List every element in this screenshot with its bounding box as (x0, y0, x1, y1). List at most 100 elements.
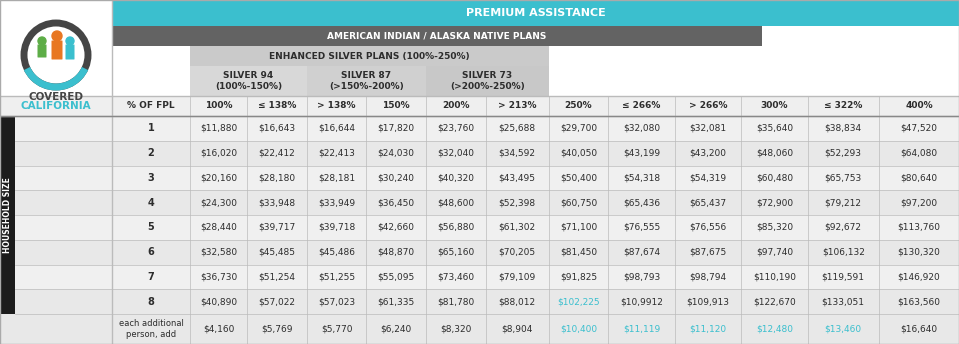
Text: $130,320: $130,320 (898, 248, 941, 257)
Text: $40,320: $40,320 (437, 173, 475, 182)
Text: > 213%: > 213% (498, 101, 536, 110)
Text: $24,300: $24,300 (200, 198, 237, 207)
Text: > 266%: > 266% (689, 101, 727, 110)
Text: $32,080: $32,080 (623, 124, 660, 133)
Text: $87,675: $87,675 (690, 248, 727, 257)
Text: 5: 5 (148, 222, 154, 233)
Text: $29,700: $29,700 (560, 124, 597, 133)
Text: $47,520: $47,520 (901, 124, 937, 133)
Text: $72,900: $72,900 (756, 198, 793, 207)
Text: $60,480: $60,480 (756, 173, 793, 182)
Text: $36,730: $36,730 (200, 272, 237, 281)
Text: $28,181: $28,181 (318, 173, 355, 182)
Text: $91,825: $91,825 (560, 272, 597, 281)
Circle shape (52, 31, 62, 41)
Text: $16,644: $16,644 (318, 124, 355, 133)
Text: > 138%: > 138% (317, 101, 356, 110)
Text: $87,674: $87,674 (623, 248, 660, 257)
Text: SILVER 73
(>200%-250%): SILVER 73 (>200%-250%) (450, 71, 525, 91)
Text: $85,320: $85,320 (756, 223, 793, 232)
Text: $20,160: $20,160 (200, 173, 237, 182)
Text: $64,080: $64,080 (901, 149, 938, 158)
Text: AMERICAN INDIAN / ALASKA NATIVE PLANS: AMERICAN INDIAN / ALASKA NATIVE PLANS (327, 32, 547, 41)
Text: $42,660: $42,660 (378, 223, 414, 232)
Text: $97,200: $97,200 (901, 198, 938, 207)
Text: $43,495: $43,495 (499, 173, 536, 182)
Text: $110,190: $110,190 (753, 272, 796, 281)
Bar (15, 240, 959, 265)
Text: $32,081: $32,081 (690, 124, 727, 133)
Text: $57,022: $57,022 (259, 297, 295, 306)
Text: $65,160: $65,160 (437, 248, 475, 257)
Text: $122,670: $122,670 (753, 297, 796, 306)
Text: $6,240: $6,240 (381, 324, 411, 333)
Text: 3: 3 (148, 173, 154, 183)
Bar (0, 0, 112, 344)
Text: 100%: 100% (205, 101, 232, 110)
Text: $61,335: $61,335 (378, 297, 415, 306)
Bar (190, 66, 307, 96)
Text: COVERED: COVERED (29, 92, 83, 102)
Circle shape (66, 37, 74, 45)
Bar (15, 141, 959, 165)
Bar (15, 165, 959, 190)
Text: $106,132: $106,132 (822, 248, 865, 257)
Text: $22,413: $22,413 (318, 149, 355, 158)
Text: $163,560: $163,560 (898, 297, 941, 306)
Text: $48,060: $48,060 (756, 149, 793, 158)
Text: 250%: 250% (565, 101, 593, 110)
Text: 200%: 200% (442, 101, 470, 110)
Text: $8,904: $8,904 (502, 324, 533, 333)
Text: $98,794: $98,794 (690, 272, 727, 281)
Text: 400%: 400% (905, 101, 933, 110)
Text: $10,9912: $10,9912 (620, 297, 663, 306)
Text: $24,030: $24,030 (378, 149, 414, 158)
Text: $48,600: $48,600 (437, 198, 475, 207)
Text: $76,555: $76,555 (623, 223, 660, 232)
Text: $65,437: $65,437 (690, 198, 727, 207)
Text: $80,640: $80,640 (901, 173, 938, 182)
Bar (15, 116, 959, 141)
Text: $56,880: $56,880 (437, 223, 475, 232)
Text: 8: 8 (148, 297, 154, 307)
Text: $22,412: $22,412 (259, 149, 295, 158)
Text: $36,450: $36,450 (378, 198, 415, 207)
Text: $16,020: $16,020 (200, 149, 237, 158)
Text: 300%: 300% (760, 101, 788, 110)
Text: $73,460: $73,460 (437, 272, 475, 281)
Text: $39,717: $39,717 (258, 223, 295, 232)
Text: $55,095: $55,095 (378, 272, 415, 281)
Text: $16,640: $16,640 (901, 324, 938, 333)
Text: $10,400: $10,400 (560, 324, 597, 333)
Text: SILVER 87
(>150%-200%): SILVER 87 (>150%-200%) (329, 71, 404, 91)
Bar (307, 66, 426, 96)
Text: $48,870: $48,870 (378, 248, 415, 257)
Text: 150%: 150% (383, 101, 410, 110)
Text: ENHANCED SILVER PLANS (100%-250%): ENHANCED SILVER PLANS (100%-250%) (269, 52, 470, 61)
Text: $35,640: $35,640 (756, 124, 793, 133)
Text: $25,688: $25,688 (499, 124, 536, 133)
Text: $97,740: $97,740 (756, 248, 793, 257)
Text: 4: 4 (148, 197, 154, 208)
Text: $28,180: $28,180 (259, 173, 295, 182)
Text: $50,400: $50,400 (560, 173, 597, 182)
Text: SILVER 94
(100%-150%): SILVER 94 (100%-150%) (215, 71, 282, 91)
Text: $102,225: $102,225 (557, 297, 599, 306)
FancyBboxPatch shape (65, 44, 75, 60)
Text: $40,050: $40,050 (560, 149, 597, 158)
Text: $54,318: $54,318 (623, 173, 660, 182)
Text: $28,440: $28,440 (200, 223, 237, 232)
Text: $146,920: $146,920 (898, 272, 940, 281)
Text: $88,012: $88,012 (499, 297, 536, 306)
Bar (15, 190, 959, 215)
Text: $54,319: $54,319 (690, 173, 727, 182)
Text: $23,760: $23,760 (437, 124, 475, 133)
Text: ≤ 322%: ≤ 322% (824, 101, 862, 110)
Text: CALIFORNIA: CALIFORNIA (21, 101, 91, 111)
Text: $51,255: $51,255 (318, 272, 355, 281)
Text: $61,302: $61,302 (499, 223, 536, 232)
Bar (0, 96, 959, 116)
Text: $65,753: $65,753 (825, 173, 862, 182)
Text: $119,591: $119,591 (822, 272, 865, 281)
Text: each additional
person, add: each additional person, add (119, 319, 183, 339)
